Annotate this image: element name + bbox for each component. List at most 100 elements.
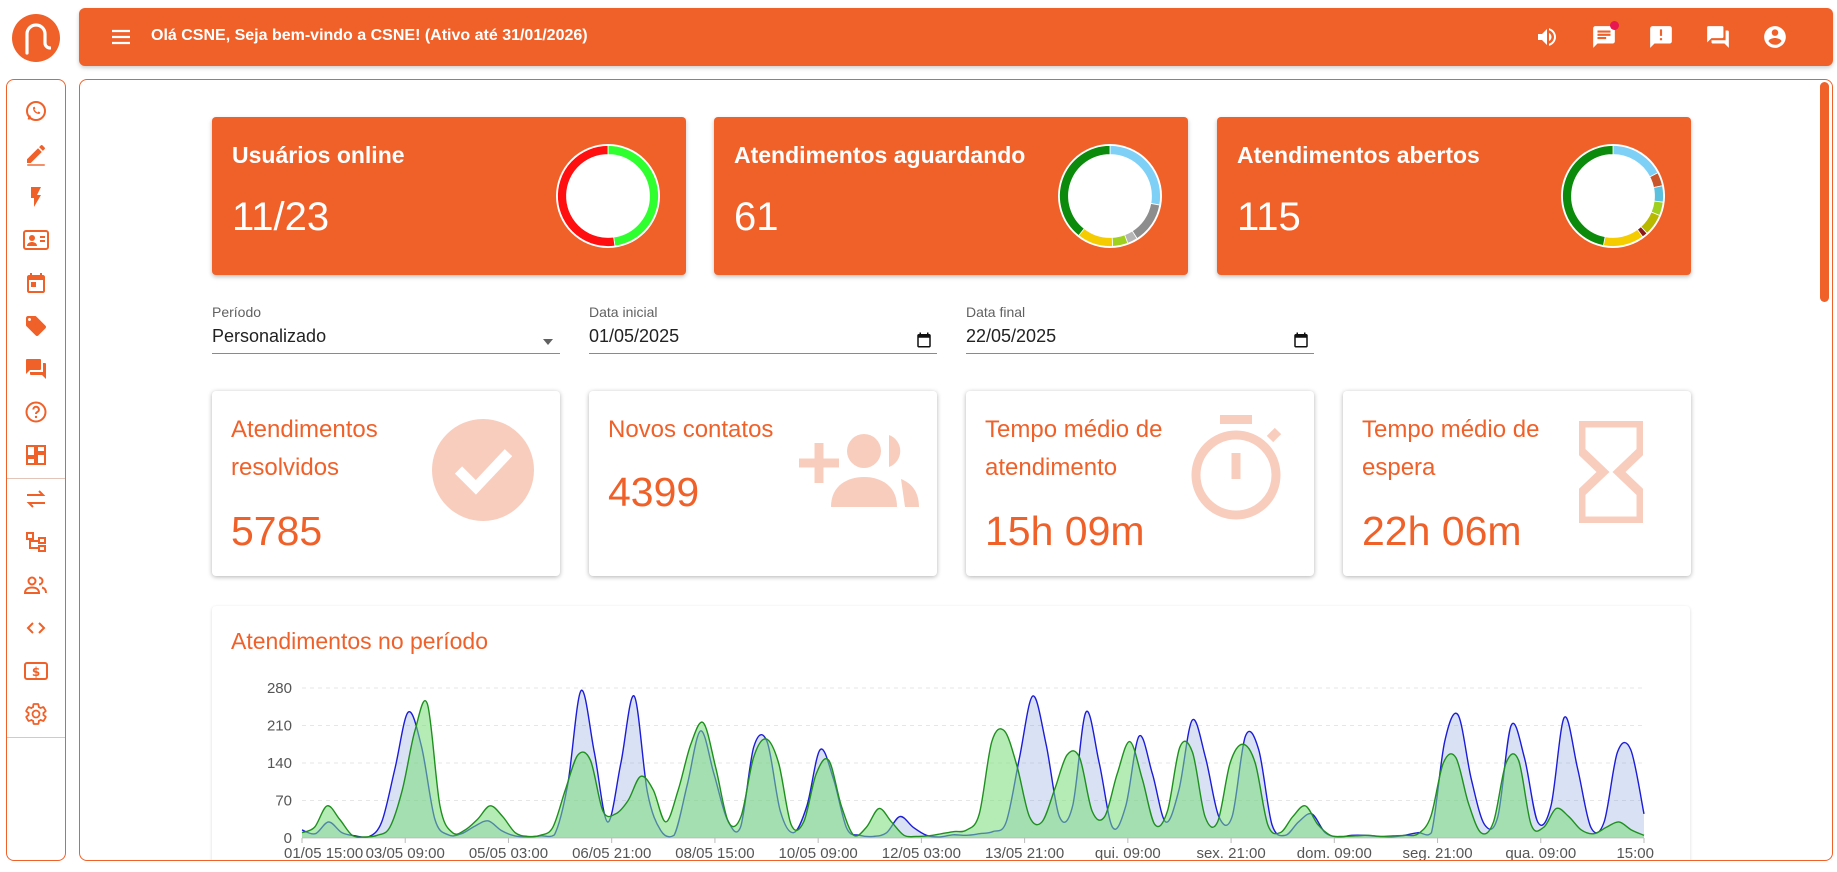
- chart-card: Atendimentos no período 0 70 140 210 280 01/0…: [212, 606, 1690, 861]
- sidebar-item-quick-replies[interactable]: [7, 177, 65, 217]
- sidebar-item-settings[interactable]: [7, 694, 65, 734]
- calendar-icon: [27, 273, 45, 293]
- x-tick-label: 06/05 21:00: [572, 845, 651, 861]
- dashboard-icon: [26, 445, 46, 465]
- donut-chart: [556, 144, 660, 248]
- sidebar-item-edit[interactable]: [7, 134, 65, 174]
- sidebar-item-calendar[interactable]: [7, 263, 65, 303]
- stat-avg-wait-time: Tempo médio de espera 22h 06m: [1343, 391, 1691, 576]
- sidebar-item-whatsapp[interactable]: [7, 91, 65, 131]
- app-logo[interactable]: [12, 14, 60, 62]
- start-date-field[interactable]: Data inicial 01/05/2025: [589, 304, 937, 354]
- series-area-1: [302, 700, 1644, 838]
- bolt-icon: [31, 187, 41, 207]
- area-chart: 0 70 140 210 280 01/05 15:00 03/05 09:00 05/05 …: [267, 680, 1654, 861]
- transfer-icon: [26, 490, 46, 508]
- code-icon: [26, 622, 46, 634]
- x-tick-label: 10/05 09:00: [779, 845, 858, 861]
- sidebar-item-dashboard[interactable]: [7, 435, 65, 475]
- stat-title: Tempo médio de atendimento: [985, 416, 1163, 481]
- donut-chart: [1561, 144, 1665, 248]
- forum-icon: [26, 359, 46, 379]
- series-line-1: [301, 700, 1645, 838]
- period-select[interactable]: Período Personalizado: [212, 304, 560, 354]
- stat-new-contacts: Novos contatos 4399: [589, 391, 937, 576]
- edit-icon: [27, 144, 45, 163]
- tag-icon: [26, 316, 46, 336]
- card-value: 115: [1237, 195, 1301, 239]
- sidebar-item-contacts[interactable]: [7, 220, 65, 260]
- active-indicator: [27, 164, 45, 166]
- card-value: 61: [734, 195, 779, 239]
- sidebar-item-api[interactable]: [7, 608, 65, 648]
- sidebar-item-chats[interactable]: [7, 349, 65, 389]
- billing-icon: $: [24, 662, 48, 680]
- svg-text:$: $: [32, 665, 40, 679]
- calendar-icon[interactable]: [1292, 331, 1310, 349]
- settings-icon: [25, 703, 47, 725]
- x-tick-label: seg. 21:00: [1403, 845, 1473, 861]
- sidebar-item-flows[interactable]: [7, 522, 65, 562]
- x-tick-label: 05/05 03:00: [469, 845, 548, 861]
- end-date-field[interactable]: Data final 22/05/2025: [966, 304, 1314, 354]
- menu-icon[interactable]: [109, 25, 133, 49]
- main-panel: Usuários online 11/23 Atendimentos aguar…: [79, 79, 1833, 861]
- hierarchy-icon: [26, 532, 46, 552]
- start-date-value: 01/05/2025: [589, 326, 680, 346]
- stat-title: Tempo médio de espera: [1362, 416, 1540, 481]
- whatsapp-icon: [26, 101, 46, 121]
- end-date-label: Data final: [966, 304, 1026, 320]
- y-tick-label: 0: [284, 830, 292, 847]
- y-tick-label: 70: [275, 793, 292, 810]
- x-tick-label: 13/05 21:00: [985, 845, 1064, 861]
- sidebar-item-help[interactable]: [7, 392, 65, 432]
- x-tick-label: 03/05 09:00: [366, 845, 445, 861]
- scrollbar[interactable]: [1818, 80, 1832, 860]
- x-tick-label: qua. 09:00: [1505, 845, 1576, 861]
- forum-icon[interactable]: [1704, 23, 1732, 51]
- account-icon[interactable]: [1761, 23, 1789, 51]
- logo-icon: [25, 23, 51, 55]
- x-tick-label: 15:00: [1616, 845, 1654, 861]
- y-tick-label: 280: [267, 680, 292, 697]
- calendar-icon[interactable]: [915, 331, 933, 349]
- sidebar: $: [6, 79, 66, 861]
- stat-value: 5785: [231, 508, 323, 554]
- x-tick-label: qui. 09:00: [1095, 845, 1161, 861]
- stat-title: Atendimentos resolvidos: [231, 416, 378, 481]
- scrollbar-thumb[interactable]: [1820, 82, 1829, 302]
- donut-slice-2: [1653, 185, 1664, 203]
- hourglass-icon: [1579, 421, 1643, 523]
- card-value: 11/23: [232, 195, 330, 239]
- chevron-down-icon: [543, 339, 553, 345]
- sidebar-item-billing[interactable]: $: [7, 651, 65, 691]
- notification-dot: [1610, 21, 1619, 30]
- card-title: Atendimentos abertos: [1237, 142, 1480, 168]
- help-icon: [25, 401, 47, 423]
- donut-slice-7: [1562, 145, 1614, 247]
- top-bar: Olá CSNE, Seja bem-vindo a CSNE! (Ativo …: [79, 8, 1833, 66]
- volume-icon[interactable]: [1533, 23, 1561, 51]
- start-date-label: Data inicial: [589, 304, 658, 320]
- donut-slice-5: [1059, 145, 1111, 237]
- card-users-online: Usuários online 11/23: [212, 117, 686, 275]
- donut-chart: [1058, 144, 1162, 248]
- sidebar-item-tags[interactable]: [7, 306, 65, 346]
- x-tick-label: dom. 09:00: [1297, 845, 1372, 861]
- stat-value: 22h 06m: [1362, 508, 1522, 554]
- stat-resolved: Atendimentos resolvidos 5785: [212, 391, 560, 576]
- sidebar-item-users[interactable]: [7, 565, 65, 605]
- sidebar-divider: [7, 737, 65, 738]
- chat-icon[interactable]: [1590, 21, 1619, 51]
- welcome-message: Olá CSNE, Seja bem-vindo a CSNE! (Ativo …: [151, 27, 588, 44]
- x-tick-label: 01/05 15:00: [284, 845, 363, 861]
- sidebar-divider: [7, 478, 65, 479]
- timer-icon: [1191, 415, 1282, 520]
- alert-icon[interactable]: [1647, 23, 1675, 51]
- sidebar-item-transfers[interactable]: [7, 479, 65, 519]
- card-title: Usuários online: [232, 142, 405, 168]
- x-tick-label: 08/05 15:00: [675, 845, 754, 861]
- y-tick-label: 140: [267, 755, 292, 772]
- contacts-icon: [23, 230, 49, 250]
- x-tick-label: 12/05 03:00: [882, 845, 961, 861]
